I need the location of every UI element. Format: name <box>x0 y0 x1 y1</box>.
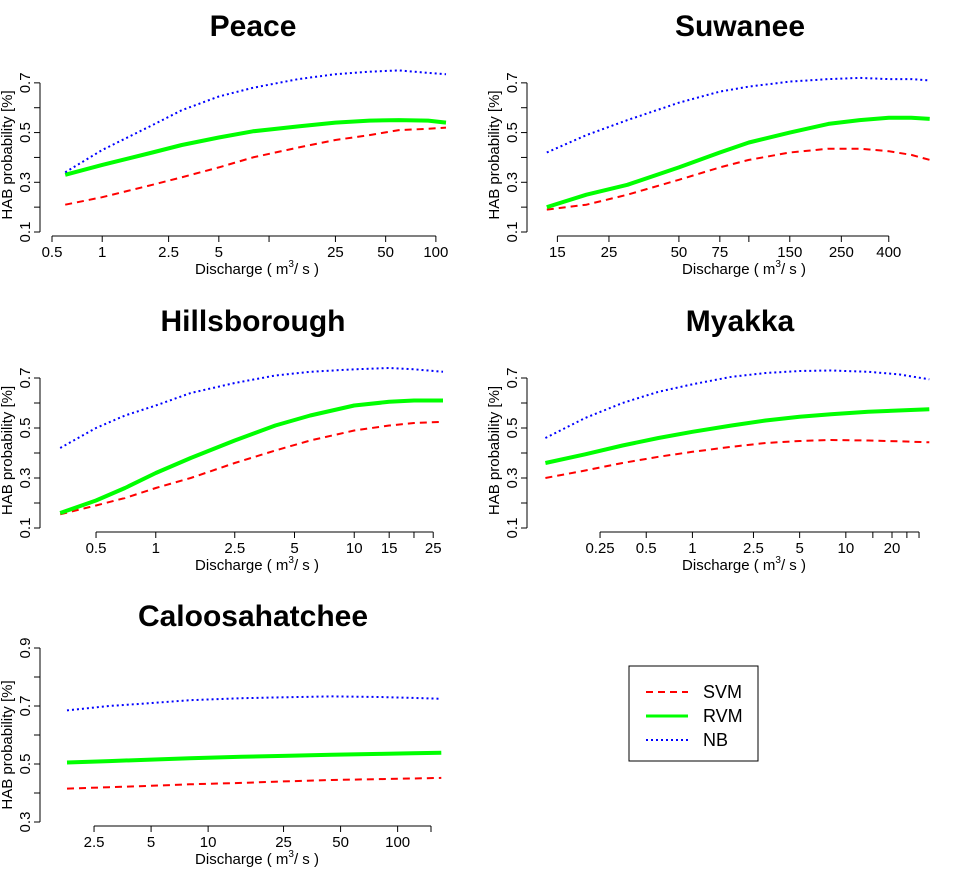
y-axis-label: HAB probability [%] <box>486 386 503 515</box>
y-tick-label: 0.3 <box>504 172 521 193</box>
series-line-nb <box>546 76 930 154</box>
x-tick-label: 5 <box>215 244 223 261</box>
legend-box <box>628 665 759 762</box>
y-axis-label: HAB probability [%] <box>486 90 503 219</box>
series-line-svm <box>66 776 442 790</box>
y-tick-label: 0.9 <box>17 638 34 659</box>
series-line-svm <box>65 126 447 206</box>
x-tick-label: 0.5 <box>86 540 107 557</box>
series-line-nb <box>59 367 444 449</box>
series-line-svm <box>546 147 930 211</box>
series-line-rvm <box>66 750 442 765</box>
x-tick-label: 50 <box>377 244 394 261</box>
legend-label-nb: NB <box>703 730 728 750</box>
y-tick-label: 0.1 <box>17 518 34 539</box>
x-tick-label: 1 <box>688 540 696 557</box>
x-tick-label: 2.5 <box>84 834 105 851</box>
x-axis-label: Discharge ( m3/ s ) <box>195 849 319 868</box>
x-tick-label: 10 <box>837 540 854 557</box>
chart-title: Caloosahatchee <box>138 600 368 633</box>
series-line-nb <box>66 695 442 712</box>
y-axis-label: HAB probability [%] <box>0 90 16 219</box>
x-axis-label: Discharge ( m3/ s ) <box>682 259 806 278</box>
x-tick-label: 2.5 <box>224 540 245 557</box>
y-tick-label: 0.7 <box>17 72 34 93</box>
y-tick-label: 0.7 <box>504 72 521 93</box>
x-tick-label: 15 <box>549 244 566 261</box>
legend-label-rvm: RVM <box>703 706 743 726</box>
chart-title: Hillsborough <box>161 305 346 338</box>
y-tick-label: 0.5 <box>504 418 521 439</box>
y-tick-label: 0.1 <box>504 222 521 243</box>
y-tick-label: 0.5 <box>17 418 34 439</box>
chart-title: Suwanee <box>675 10 805 43</box>
x-tick-label: 1 <box>152 540 160 557</box>
x-tick-label: 25 <box>601 244 618 261</box>
chart-panel-caloosahatchee: Caloosahatchee 0.3 0.5 0.7 0.9 HAB probabilit… <box>0 600 442 868</box>
y-tick-label: 0.3 <box>17 172 34 193</box>
x-tick-label: 5 <box>290 540 298 557</box>
series-line-rvm <box>546 115 930 210</box>
x-tick-label: 50 <box>332 834 349 851</box>
x-tick-label: 10 <box>346 540 363 557</box>
x-tick-label: 10 <box>200 834 217 851</box>
x-tick-label: 5 <box>795 540 803 557</box>
x-tick-label: 150 <box>777 244 802 261</box>
series-line-nb <box>64 69 447 174</box>
y-tick-label: 0.3 <box>17 468 34 489</box>
x-tick-label: 250 <box>829 244 854 261</box>
y-tick-label: 0.7 <box>504 368 521 389</box>
x-axis-label: Discharge ( m3/ s ) <box>195 555 319 574</box>
series-line-nb <box>544 369 930 439</box>
legend: SVM RVM NB <box>628 665 759 762</box>
x-tick-label: 0.5 <box>42 244 63 261</box>
x-tick-label: 5 <box>147 834 155 851</box>
y-tick-label: 0.3 <box>504 468 521 489</box>
x-tick-label: 0.5 <box>636 540 657 557</box>
series-line-rvm <box>64 118 447 177</box>
x-tick-label: 75 <box>711 244 728 261</box>
legend-items: SVM RVM NB <box>646 682 743 750</box>
x-tick-label: 400 <box>876 244 901 261</box>
y-axis-label: HAB probability [%] <box>0 680 16 809</box>
x-tick-label: 25 <box>327 244 344 261</box>
x-tick-label: 1 <box>98 244 106 261</box>
y-tick-label: 0.5 <box>504 122 521 143</box>
x-tick-label: 25 <box>425 540 442 557</box>
y-tick-label: 0.5 <box>17 754 34 775</box>
y-tick-label: 0.7 <box>17 696 34 717</box>
x-tick-label: 100 <box>385 834 410 851</box>
y-tick-label: 0.7 <box>17 368 34 389</box>
x-tick-label: 50 <box>671 244 688 261</box>
x-tick-label: 2.5 <box>158 244 179 261</box>
x-tick-label: 25 <box>275 834 292 851</box>
chart-title: Myakka <box>686 305 795 338</box>
x-tick-label: 20 <box>884 540 901 557</box>
series-line-svm <box>59 420 444 516</box>
x-tick-label: 0.25 <box>585 540 614 557</box>
series-line-rvm <box>544 407 930 465</box>
x-tick-label: 15 <box>381 540 398 557</box>
x-tick-label: 100 <box>423 244 448 261</box>
y-tick-label: 0.3 <box>17 812 34 833</box>
series-line-svm <box>545 439 930 479</box>
x-tick-label: 2.5 <box>743 540 764 557</box>
x-axis-label: Discharge ( m3/ s ) <box>195 259 319 278</box>
legend-label-svm: SVM <box>703 682 742 702</box>
y-tick-label: 0.1 <box>17 222 34 243</box>
y-axis-label: HAB probability [%] <box>0 386 16 515</box>
series-line-rvm <box>59 398 443 515</box>
y-tick-label: 0.5 <box>17 122 34 143</box>
x-axis-label: Discharge ( m3/ s ) <box>682 555 806 574</box>
y-tick-label: 0.1 <box>504 518 521 539</box>
chart-title: Peace <box>210 10 297 43</box>
